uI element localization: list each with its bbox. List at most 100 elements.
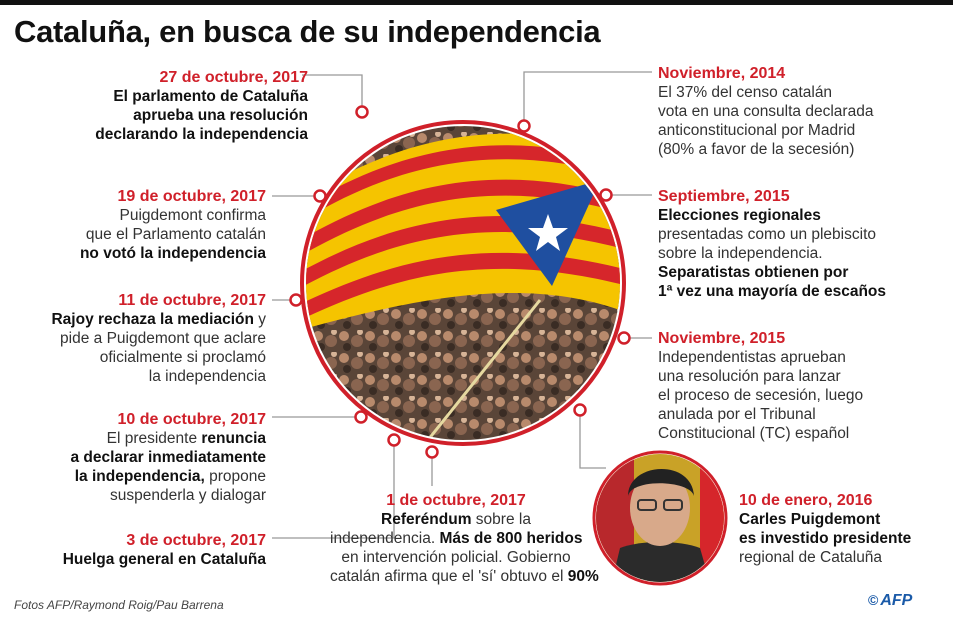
event-text-line: anulada por el Tribunal [658, 405, 863, 424]
event-text-bold: Separatistas obtienen por [658, 264, 849, 281]
event-text: y [253, 311, 266, 328]
event-date: 1 de octubre, 2017 [386, 492, 526, 509]
event-e9: Noviembre, 2015 Independentistas aprueban… [658, 329, 863, 443]
event-text-line: El parlamento de Cataluña [95, 87, 308, 106]
event-text: catalán afirma que el 'sí' obtuvo el [330, 568, 568, 585]
event-text-line: en intervención policial. Gobierno [330, 548, 582, 567]
event-text-line: catalán afirma que el 'sí' obtuvo el 90% [330, 567, 599, 586]
marker-e10 [573, 403, 587, 417]
event-text: la independencia [148, 368, 266, 385]
page-title: Cataluña, en busca de su independencia [14, 14, 601, 49]
connector-e10 [579, 410, 606, 469]
connector-e1 [302, 74, 363, 112]
afp-logo: © AFP [868, 592, 913, 609]
crowd-photo [306, 126, 620, 440]
event-text-bold: Más de 800 heridos [439, 530, 583, 547]
event-text-bold: renuncia [201, 430, 266, 447]
event-text: propone [204, 468, 266, 485]
event-date: 10 de enero, 2016 [739, 492, 873, 509]
event-date: 19 de octubre, 2017 [117, 188, 266, 205]
event-text: sobre la independencia. [658, 245, 823, 262]
event-text-bold: la independencia, [74, 468, 205, 485]
event-text-line: sobre la independencia. [658, 244, 886, 263]
event-date: 3 de octubre, 2017 [126, 532, 266, 549]
event-text-line: Carles Puigdemont [739, 510, 911, 529]
event-text-line: Referéndum sobre la [330, 510, 582, 529]
event-text-line: la independencia, propone [70, 467, 266, 486]
marker-e6 [425, 445, 439, 459]
event-text-line: no votó la independencia [80, 244, 266, 263]
event-text-line: a declarar inmediatamente [70, 448, 266, 467]
event-text-line: presentadas como un plebiscito [658, 225, 886, 244]
event-date: 11 de octubre, 2017 [118, 292, 266, 309]
event-text-bold: 90% [567, 568, 599, 585]
event-text: independencia. [330, 530, 440, 547]
event-date: Noviembre, 2014 [658, 65, 786, 82]
event-e7: Noviembre, 2014 El 37% del censo catalán v… [658, 64, 873, 159]
event-text: El 37% del censo catalán [658, 84, 833, 101]
event-text-line: 1ª vez una mayoría de escaños [658, 282, 886, 301]
event-text: oficialmente si proclamó [99, 349, 266, 366]
event-text: Puigdemont confirma [119, 207, 266, 224]
event-text: anulada por el Tribunal [658, 406, 816, 423]
connector-e7 [523, 71, 652, 126]
event-text-line: Puigdemont confirma [80, 206, 266, 225]
event-text: regional de Cataluña [739, 549, 883, 566]
event-text-line: el proceso de secesión, luego [658, 386, 863, 405]
event-text: anticonstitucional por Madrid [658, 122, 856, 139]
event-text-line: suspenderla y dialogar [70, 486, 266, 505]
event-e3: 11 de octubre, 2017 Rajoy rechaza la medi… [51, 291, 266, 386]
event-text-bold: Carles Puigdemont [739, 511, 881, 528]
event-text-line: (80% a favor de la secesión) [658, 140, 873, 159]
event-e5: 3 de octubre, 2017 Huelga general en Cata… [63, 531, 266, 569]
event-text: El presidente [106, 430, 202, 447]
marker-e7 [517, 119, 531, 133]
event-text-line: Rajoy rechaza la mediación y [51, 310, 266, 329]
event-e4: 10 de octubre, 2017 El presidente renunci… [70, 410, 266, 505]
event-text-bold: Huelga general en Cataluña [62, 551, 266, 568]
event-text-line: declarando la independencia [95, 125, 308, 144]
marker-e1 [355, 105, 369, 119]
event-text-line: Separatistas obtienen por [658, 263, 886, 282]
event-text: Independentistas aprueban [658, 349, 846, 366]
connector-e5 [272, 440, 395, 539]
event-date: 10 de octubre, 2017 [117, 411, 266, 428]
photo-credit: Fotos AFP/Raymond Roig/Pau Barrena [14, 598, 224, 612]
event-text-line: anticonstitucional por Madrid [658, 121, 873, 140]
event-e1: 27 de octubre, 2017 El parlamento de Cata… [95, 68, 308, 144]
event-text-line: la independencia [51, 367, 266, 386]
marker-e9 [617, 331, 631, 345]
event-text-bold: no votó la independencia [79, 245, 266, 262]
event-text-line: una resolución para lanzar [658, 367, 863, 386]
event-text-line: pide a Puigdemont que aclare [51, 329, 266, 348]
event-text: suspenderla y dialogar [110, 487, 266, 504]
event-e2: 19 de octubre, 2017 Puigdemont confirma qu… [80, 187, 266, 263]
event-date: Septiembre, 2015 [658, 188, 790, 205]
event-text-line: que el Parlamento catalán [80, 225, 266, 244]
event-text-line: independencia. Más de 800 heridos [330, 529, 582, 548]
event-text-line: Independentistas aprueban [658, 348, 863, 367]
event-text-bold: Referéndum [381, 511, 472, 528]
event-text: pide a Puigdemont que aclare [60, 330, 266, 347]
marker-e5 [387, 433, 401, 447]
event-text-bold: a declarar inmediatamente [70, 449, 266, 466]
event-text-line: El presidente renuncia [70, 429, 266, 448]
estelada-triangle [496, 180, 600, 286]
event-text: que el Parlamento catalán [85, 226, 266, 243]
event-date: Noviembre, 2015 [658, 330, 786, 347]
event-text: Constitucional (TC) español [658, 425, 850, 442]
event-text-line: vota en una consulta declarada [658, 102, 873, 121]
event-text-bold: 1ª vez una mayoría de escaños [658, 283, 887, 300]
event-text-bold: Elecciones regionales [658, 207, 821, 224]
event-text-line: Constitucional (TC) español [658, 424, 863, 443]
event-text-line: oficialmente si proclamó [51, 348, 266, 367]
event-text: vota en una consulta declarada [658, 103, 874, 120]
event-text-bold: declarando la independencia [95, 126, 308, 143]
event-text-line: Huelga general en Cataluña [63, 550, 266, 569]
event-text-line: Elecciones regionales [658, 206, 886, 225]
event-text-bold: Rajoy rechaza la mediación [51, 311, 254, 328]
event-e10: 10 de enero, 2016 Carles Puigdemont es inv… [739, 491, 911, 567]
event-text: presentadas como un plebiscito [658, 226, 876, 243]
event-date: 27 de octubre, 2017 [159, 69, 308, 86]
